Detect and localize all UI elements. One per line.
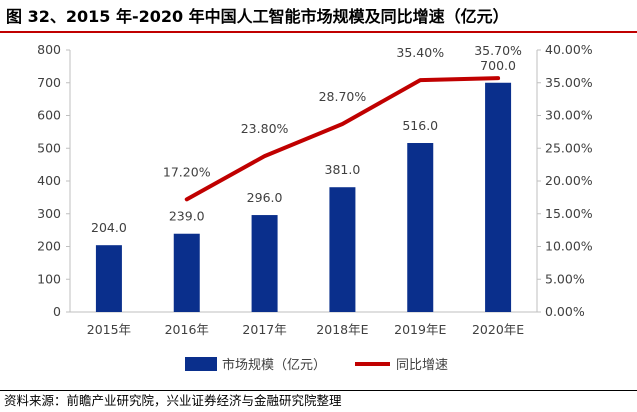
y-right-tick-label: 5.00%	[545, 271, 585, 286]
growth-point	[340, 122, 344, 126]
growth-data-label: 23.80%	[241, 121, 289, 136]
bar	[407, 143, 434, 312]
source-note: 资料来源：前瞻产业研究院，兴业证券经济与金融研究院整理	[4, 393, 342, 408]
bar-data-label: 700.0	[480, 58, 516, 73]
y-left-tick-label: 400	[37, 173, 61, 188]
bar-data-label: 381.0	[325, 162, 361, 177]
x-tick-label: 2016年	[165, 322, 209, 337]
title-divider	[0, 31, 637, 33]
x-tick-label: 2017年	[242, 322, 286, 337]
legend-line-label: 同比增速	[396, 358, 448, 373]
growth-data-label: 28.70%	[319, 89, 367, 104]
y-right-tick-label: 40.00%	[545, 42, 593, 57]
growth-point	[263, 154, 267, 158]
y-right-tick-label: 10.00%	[545, 239, 593, 254]
y-left-tick-label: 300	[37, 206, 61, 221]
y-left-tick-label: 600	[37, 108, 61, 123]
growth-data-label: 17.20%	[163, 164, 211, 179]
growth-point	[496, 76, 500, 80]
source-divider	[0, 390, 637, 391]
y-right-tick-label: 0.00%	[545, 304, 585, 319]
y-right-tick-label: 30.00%	[545, 108, 593, 123]
y-left-tick-label: 800	[37, 42, 61, 57]
chart-title: 图 32、2015 年-2020 年中国人工智能市场规模及同比增速（亿元）	[6, 7, 509, 26]
growth-point	[185, 197, 189, 201]
bar	[485, 82, 512, 312]
bar	[173, 233, 200, 312]
bar-data-label: 516.0	[402, 118, 438, 133]
bar-data-label: 204.0	[91, 220, 127, 235]
y-left-tick-label: 500	[37, 140, 61, 155]
y-left-tick-label: 700	[37, 75, 61, 90]
bar	[95, 245, 122, 312]
x-tick-label: 2015年	[87, 322, 131, 337]
bar-data-label: 239.0	[169, 209, 205, 224]
growth-data-label: 35.40%	[396, 45, 444, 60]
bar	[251, 215, 278, 312]
x-tick-label: 2020年E	[472, 322, 524, 337]
y-left-tick-label: 200	[37, 239, 61, 254]
y-right-tick-label: 35.00%	[545, 75, 593, 90]
chart: 0 100 200 300 400 500 600 700 800 0.00% 5.00% 10.00…	[37, 42, 593, 373]
growth-point	[418, 78, 422, 82]
y-left-tick-label: 100	[37, 271, 61, 286]
bar	[329, 187, 356, 312]
legend-bar-label: 市场规模（亿元）	[222, 357, 326, 373]
growth-data-label: 35.70%	[474, 43, 522, 58]
y-right-tick-label: 25.00%	[545, 140, 593, 155]
x-tick-label: 2018年E	[316, 322, 368, 337]
y-right-tick-label: 20.00%	[545, 173, 593, 188]
y-right-tick-label: 15.00%	[545, 206, 593, 221]
legend-bar-swatch	[185, 357, 217, 371]
bar-data-label: 296.0	[247, 190, 283, 205]
y-left-tick-label: 0	[53, 304, 61, 319]
x-tick-label: 2019年E	[394, 322, 446, 337]
